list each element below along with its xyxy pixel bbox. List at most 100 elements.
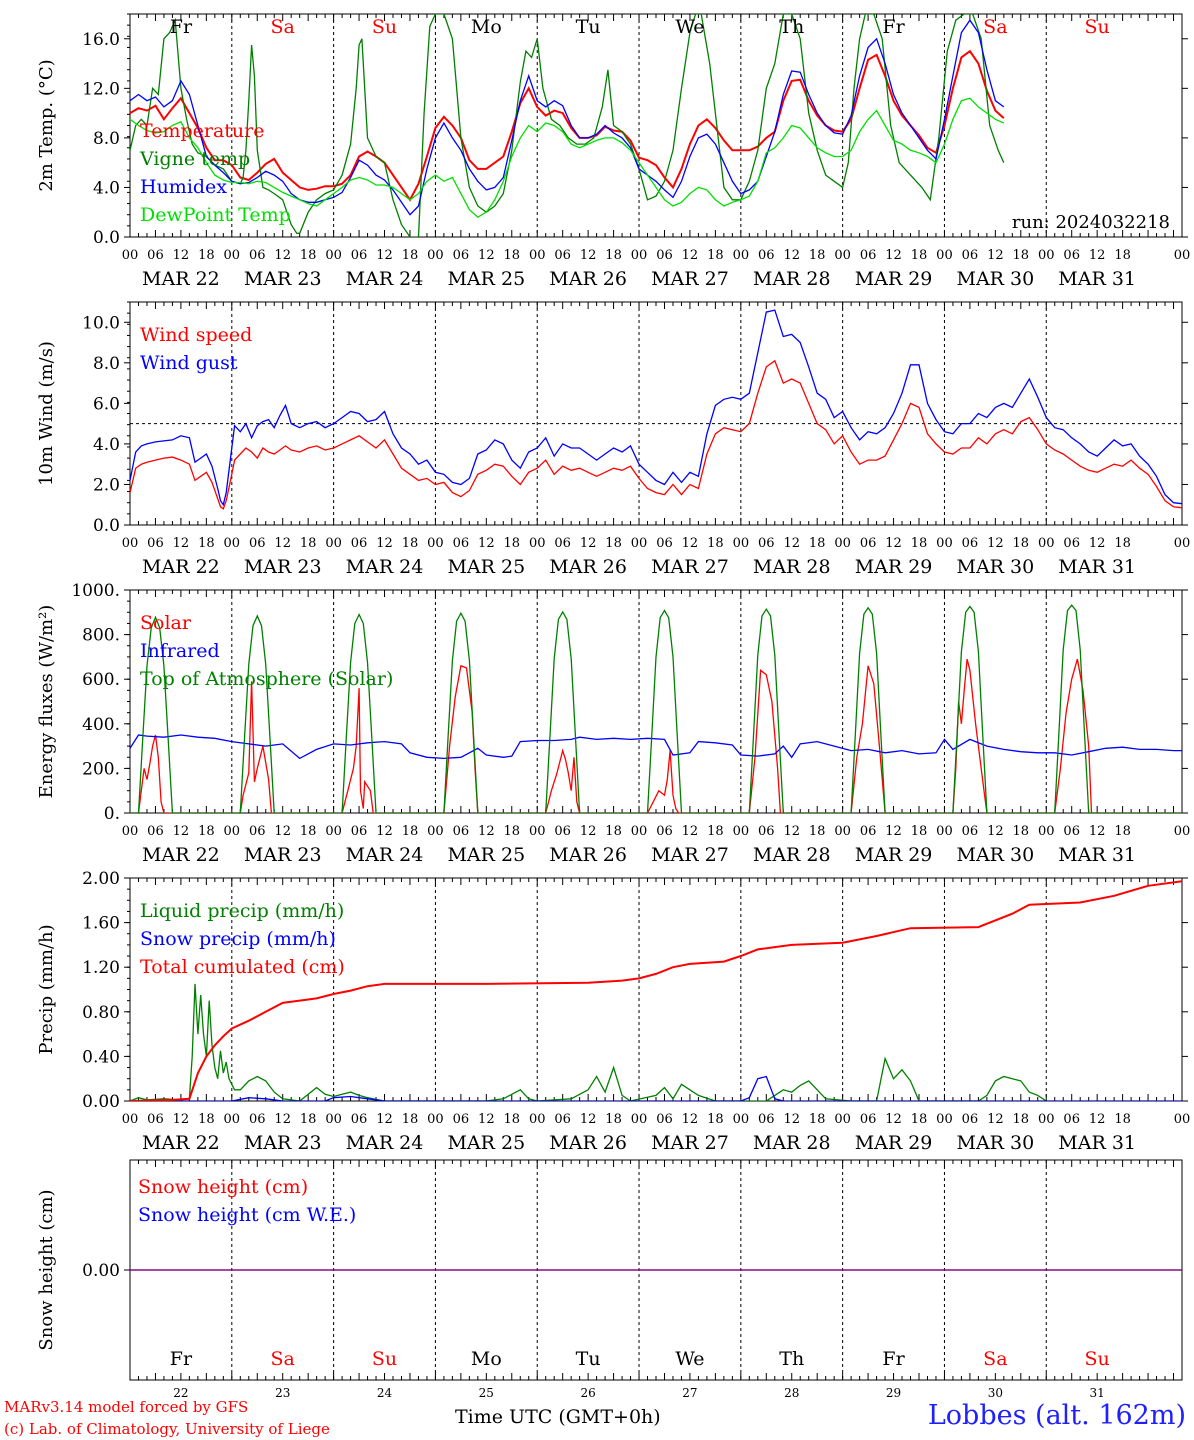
date-label: MAR 30 [957,268,1035,290]
hour-label: 06 [147,1112,164,1127]
hour-label: 12 [580,536,597,551]
weekday-label: Sa [271,1348,295,1370]
hour-label: 00 [936,824,953,839]
date-label: MAR 26 [549,556,627,578]
hour-label: 12 [274,248,291,263]
hour-label: 12 [580,824,597,839]
hour-label: 12 [682,824,699,839]
hour-label: 06 [962,1112,979,1127]
y-tick-label: 0.00 [82,1261,120,1281]
series-line-2 [130,309,1182,507]
hour-label: 12 [885,536,902,551]
legend-entry: Temperature [140,120,264,142]
date-label: MAR 22 [142,556,220,578]
hour-label: 00 [631,824,648,839]
hour-label: 00 [427,1112,444,1127]
date-label: MAR 29 [855,844,933,866]
hour-label: 12 [274,536,291,551]
date-label: MAR 24 [346,844,424,866]
hour-label: 00 [122,536,139,551]
hour-label: 18 [1114,824,1131,839]
legend-entry: Snow height (cm) [138,1176,308,1198]
hour-label: 18 [1114,1112,1131,1127]
date-label: MAR 24 [346,268,424,290]
hour-label: 06 [758,824,775,839]
y-tick-label: 0.00 [82,1092,120,1112]
hour-label: 00 [224,248,241,263]
date-label: MAR 27 [651,1132,729,1154]
hour-label: 06 [962,824,979,839]
hour-label: 00 [1038,1112,1055,1127]
hour-label: 12 [1089,1112,1106,1127]
hour-label: 06 [351,248,368,263]
hour-label: 18 [911,248,928,263]
hour-label: 12 [173,536,190,551]
hour-label: 12 [580,1112,597,1127]
hour-label: 00 [1174,1112,1191,1127]
legend-entry: Vigne temp [139,148,250,170]
y-axis-label: Snow height (cm) [36,1189,57,1350]
y-tick-label: 10.0 [82,313,120,333]
weekday-label: Fr [882,16,905,38]
hour-label: 06 [554,1112,571,1127]
hour-label: 06 [249,1112,266,1127]
hour-label: 12 [376,824,393,839]
date-label: MAR 25 [447,268,525,290]
date-label: MAR 27 [651,268,729,290]
hour-label: 06 [860,824,877,839]
legend-entry: Liquid precip (mm/h) [140,900,344,922]
date-label: MAR 25 [447,844,525,866]
hour-label: 12 [274,1112,291,1127]
y-axis-label: 2m Temp. (°C) [36,59,57,191]
hour-label: 18 [402,1112,419,1127]
date-label: MAR 29 [855,1132,933,1154]
weekday-label: We [675,16,704,38]
hour-label: 00 [325,1112,342,1127]
date-label: MAR 25 [447,556,525,578]
hour-label: 12 [376,536,393,551]
hour-label: 00 [1038,536,1055,551]
chart-panel-1: 0.0 4.0 8.0 12.0 16.0 2m Temp. (°C) Temperatur… [36,13,1190,290]
legend-entry: Wind speed [140,324,252,346]
weekday-label: Th [779,16,804,38]
date-label: MAR 30 [957,1132,1035,1154]
hour-label: 12 [783,536,800,551]
hour-label: 12 [987,824,1004,839]
hour-label: 18 [402,536,419,551]
hour-label: 00 [122,1112,139,1127]
hour-label: 06 [656,248,673,263]
hour-label: 06 [656,536,673,551]
run-annotation: run: 2024032218 [1012,212,1170,233]
hour-label: 06 [351,536,368,551]
hour-label: 00 [631,248,648,263]
date-label: MAR 26 [549,1132,627,1154]
hour-label: 00 [631,536,648,551]
hour-label: 06 [1063,536,1080,551]
hour-label: 18 [1114,536,1131,551]
hour-label: 18 [1013,1112,1030,1127]
day-number-label: 28 [784,1386,799,1400]
model-credit: MARv3.14 model forced by GFS [4,1398,249,1416]
hour-label: 06 [554,248,571,263]
hour-label: 18 [707,536,724,551]
hour-label: 18 [1013,248,1030,263]
y-tick-label: 2.0 [93,475,120,495]
hour-label: 06 [962,248,979,263]
day-number-label: 22 [173,1386,188,1400]
hour-label: 06 [249,248,266,263]
y-tick-label: 800. [82,626,120,646]
day-number-label: 30 [988,1386,1003,1400]
hour-label: 18 [300,536,317,551]
hour-label: 06 [453,248,470,263]
hour-label: 12 [987,536,1004,551]
y-tick-label: 1.20 [82,958,120,978]
hour-label: 12 [783,248,800,263]
hour-label: 00 [427,824,444,839]
chart-panel-3: 0. 200. 400. 600. 800. 1000. Energy fluxes (W/… [36,581,1190,866]
weekday-label: Tu [576,1348,601,1370]
y-tick-label: 8.0 [93,354,120,374]
hour-label: 06 [453,1112,470,1127]
day-number-label: 27 [682,1386,697,1400]
weekday-label: Fr [170,16,193,38]
hour-label: 00 [325,824,342,839]
